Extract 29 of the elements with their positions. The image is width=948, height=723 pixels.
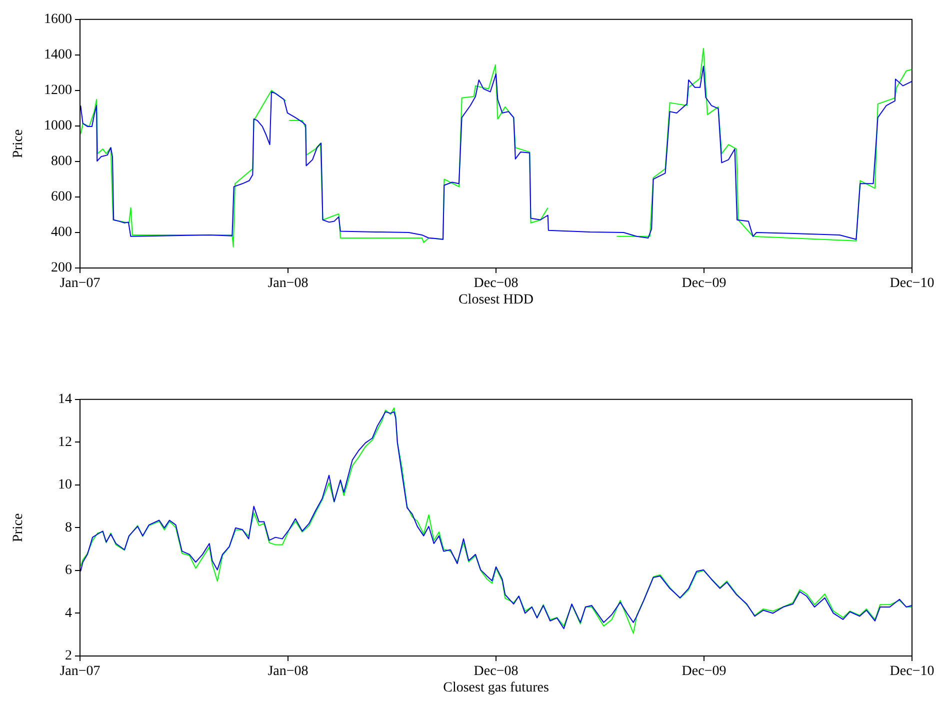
y-tick-label: 1000 xyxy=(44,118,72,134)
y-axis-title: Price xyxy=(11,129,26,158)
x-tick-label: Dec−08 xyxy=(474,664,518,680)
y-tick-label: 2 xyxy=(65,648,72,664)
x-tick-label: Jan−08 xyxy=(268,664,308,680)
x-axis-title: Closest gas futures xyxy=(443,680,549,696)
x-tick-label: Dec−09 xyxy=(682,276,726,292)
x-tick-label: Jan−07 xyxy=(60,664,100,680)
y-tick-label: 6 xyxy=(65,563,72,578)
y-tick-label: 1200 xyxy=(44,83,72,98)
y-tick-label: 14 xyxy=(58,392,72,408)
y-tick-label: 10 xyxy=(58,478,72,493)
x-tick-label: Jan−08 xyxy=(268,276,308,292)
y-tick-label: 400 xyxy=(51,225,72,240)
y-tick-label: 800 xyxy=(51,154,72,170)
y-tick-label: 1400 xyxy=(44,48,72,63)
y-tick-label: 1600 xyxy=(44,12,72,28)
y-tick-label: 600 xyxy=(51,190,72,205)
x-tick-label: Dec−09 xyxy=(682,664,726,680)
y-tick-label: 8 xyxy=(65,520,72,536)
y-tick-label: 12 xyxy=(58,434,72,450)
x-tick-label: Dec−10 xyxy=(890,276,934,292)
x-tick-label: Dec−10 xyxy=(890,664,934,680)
y-axis-title: Price xyxy=(11,513,26,542)
x-tick-label: Jan−07 xyxy=(60,276,100,292)
x-axis-title: Closest HDD xyxy=(458,292,534,308)
y-tick-label: 200 xyxy=(51,260,72,276)
y-tick-label: 4 xyxy=(65,606,72,621)
x-tick-label: Dec−08 xyxy=(474,276,518,292)
